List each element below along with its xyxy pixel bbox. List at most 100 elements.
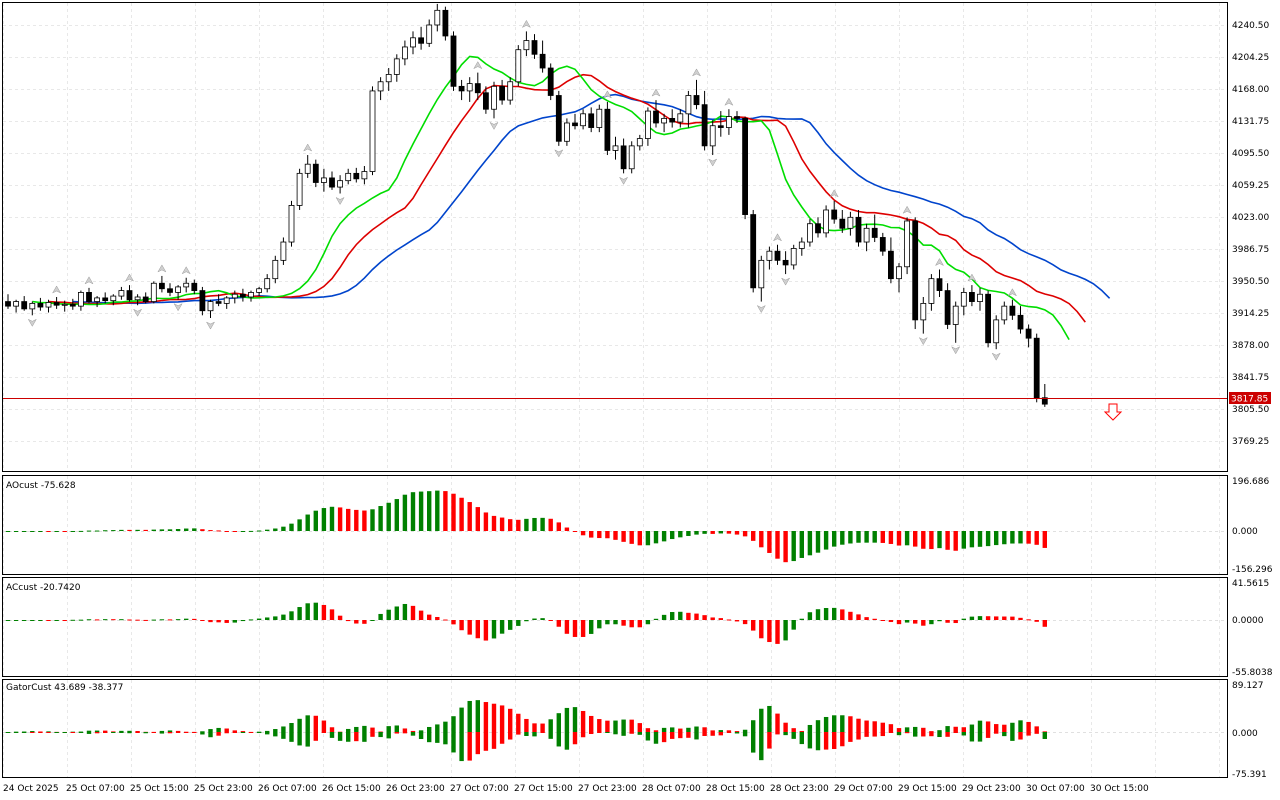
ac-bar [46,620,51,621]
ac-bar [499,620,505,634]
ac-bar [94,619,100,621]
candle-body [564,122,570,142]
ac-pane[interactable] [2,577,1228,677]
ao-bar [710,531,715,534]
candle-body [191,282,198,291]
time-label: 25 Oct 15:00 [130,784,189,794]
candle-body [304,163,311,174]
ao-bar [540,517,545,531]
ac-bar [823,608,829,620]
gator-down-bar [913,732,918,737]
gator-down-bar [410,732,416,736]
ao-bar [354,509,359,531]
gator-up-bar [200,731,205,733]
ao-bar [256,530,262,532]
ac-bar [645,620,651,625]
fractal-down-icon [780,277,791,286]
candle-body [126,290,133,301]
ac-bar [427,614,432,620]
ac-bar [508,620,513,630]
gator-down-bar [313,732,318,741]
ac-bar [718,618,723,620]
gator-up-bar [483,702,489,732]
ac-bar [103,619,108,621]
gator-down-bar [945,732,950,737]
gator-up-bar [1026,721,1031,732]
gator-down-bar [921,732,926,737]
gator-up-bar [913,726,918,732]
ao-bar [856,531,861,543]
ac-bar [305,603,310,620]
gator-up-bar [167,730,173,732]
ao-bar [143,529,148,531]
candle-body [774,250,781,261]
ao-bar [815,531,821,553]
candle-body [628,145,635,170]
ac-bar [30,620,35,621]
candle-body [807,223,813,243]
fractal-up-icon [473,61,483,70]
ao-bar [402,494,408,531]
gator-up-bar [354,726,359,732]
fractal-down-icon [951,346,961,355]
gator-up-bar [402,728,408,732]
time-label: 28 Oct 23:00 [770,784,829,794]
candle-body [669,117,676,123]
ac-scale-label: 0.0000 [1232,616,1264,626]
ac-bar [880,620,885,621]
main-pane[interactable] [2,2,1228,472]
ao-bar [864,531,869,543]
candle-body [199,290,206,312]
ao-bar [799,531,804,558]
ao-bar [321,508,327,531]
candle-body [272,259,279,280]
gator-up-bar [872,721,877,732]
ao-bar [281,526,286,531]
ac-scale-label: 41.5615 [1232,579,1269,589]
gator-up-bar [783,722,788,732]
ao-bar [767,531,772,553]
gator-down-bar [629,732,634,734]
ao-bar [70,530,75,532]
gator-down-bar [670,732,675,739]
ac-bar [661,614,667,620]
gator-up-bar [589,715,594,732]
fractal-up-icon [124,273,135,282]
ac-bar [459,620,464,631]
candlesticks [5,3,1048,407]
candle-body [256,288,263,293]
fractal-down-icon [489,121,499,130]
gator-down-bar [799,732,804,745]
ac-bar [435,616,440,620]
ac-bar [556,620,561,627]
ao-bar [192,528,197,531]
time-label: 30 Oct 15:00 [1090,784,1149,794]
gator-up-bar [629,719,634,732]
gator-up-bar [564,707,570,732]
gator-up-bar [321,720,327,732]
gator-down-bar [904,732,910,734]
ac-bar [62,620,67,621]
price-label: 4204.25 [1232,53,1269,63]
time-label: 28 Oct 15:00 [706,784,765,794]
gator-up-bar [516,713,521,732]
ac-bar [678,611,683,620]
ao-bar [410,492,416,531]
ao-pane[interactable] [2,475,1228,575]
gator-down-bar [694,732,699,740]
gator-down-bar [13,732,19,733]
gator-up-bar [597,719,602,732]
ac-bar [54,620,59,621]
ao-bar [694,531,699,535]
gator-up-bar [370,727,375,732]
gator-up-bar [491,703,497,732]
ao-bar [848,531,853,544]
ac-bar [418,610,424,620]
gator-down-bar [467,732,472,761]
gator-up-bar [613,720,618,732]
gator-down-bar [872,732,877,737]
gator-up-bar [637,723,642,732]
ao-bar [30,531,35,532]
ac-bar [742,620,748,625]
